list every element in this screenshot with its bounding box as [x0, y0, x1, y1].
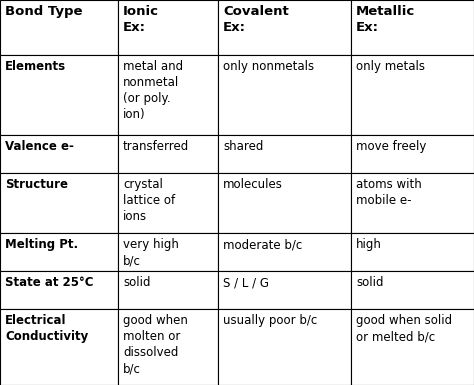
Bar [218, 233, 351, 271]
Bar [0, 271, 118, 309]
Bar [0, 309, 118, 385]
Text: high: high [356, 238, 382, 251]
Bar [218, 0, 351, 55]
Bar [351, 0, 474, 55]
Bar [351, 309, 474, 385]
Text: Valence e-: Valence e- [5, 140, 74, 153]
Text: State at 25°C: State at 25°C [5, 276, 93, 289]
Text: shared: shared [223, 140, 264, 153]
Bar [118, 135, 218, 173]
Bar [218, 271, 351, 309]
Text: only metals: only metals [356, 60, 425, 73]
Bar [118, 233, 218, 271]
Bar [218, 173, 351, 233]
Text: very high
b/c: very high b/c [123, 238, 179, 267]
Bar [351, 271, 474, 309]
Text: S / L / G: S / L / G [223, 276, 269, 289]
Text: Electrical
Conductivity: Electrical Conductivity [5, 314, 88, 343]
Bar [218, 135, 351, 173]
Text: only nonmetals: only nonmetals [223, 60, 314, 73]
Bar [351, 55, 474, 135]
Text: Metallic
Ex:: Metallic Ex: [356, 5, 415, 34]
Bar [0, 233, 118, 271]
Text: move freely: move freely [356, 140, 427, 153]
Bar [351, 233, 474, 271]
Bar [0, 173, 118, 233]
Text: Structure: Structure [5, 178, 68, 191]
Bar [351, 173, 474, 233]
Bar [0, 55, 118, 135]
Text: Bond Type: Bond Type [5, 5, 82, 18]
Bar [118, 55, 218, 135]
Bar [218, 309, 351, 385]
Text: atoms with
mobile e-: atoms with mobile e- [356, 178, 422, 207]
Text: crystal
lattice of
ions: crystal lattice of ions [123, 178, 175, 223]
Bar [118, 309, 218, 385]
Text: transferred: transferred [123, 140, 189, 153]
Text: solid: solid [123, 276, 151, 289]
Text: metal and
nonmetal
(or poly.
ion): metal and nonmetal (or poly. ion) [123, 60, 183, 121]
Text: moderate b/c: moderate b/c [223, 238, 302, 251]
Text: good when
molten or
dissolved
b/c: good when molten or dissolved b/c [123, 314, 188, 375]
Text: Melting Pt.: Melting Pt. [5, 238, 78, 251]
Bar [0, 0, 118, 55]
Text: Covalent
Ex:: Covalent Ex: [223, 5, 289, 34]
Text: good when solid
or melted b/c: good when solid or melted b/c [356, 314, 452, 343]
Bar [118, 271, 218, 309]
Text: Elements: Elements [5, 60, 66, 73]
Text: molecules: molecules [223, 178, 283, 191]
Bar [118, 0, 218, 55]
Bar [218, 55, 351, 135]
Text: usually poor b/c: usually poor b/c [223, 314, 317, 327]
Text: solid: solid [356, 276, 383, 289]
Bar [351, 135, 474, 173]
Bar [118, 173, 218, 233]
Bar [0, 135, 118, 173]
Text: Ionic
Ex:: Ionic Ex: [123, 5, 159, 34]
